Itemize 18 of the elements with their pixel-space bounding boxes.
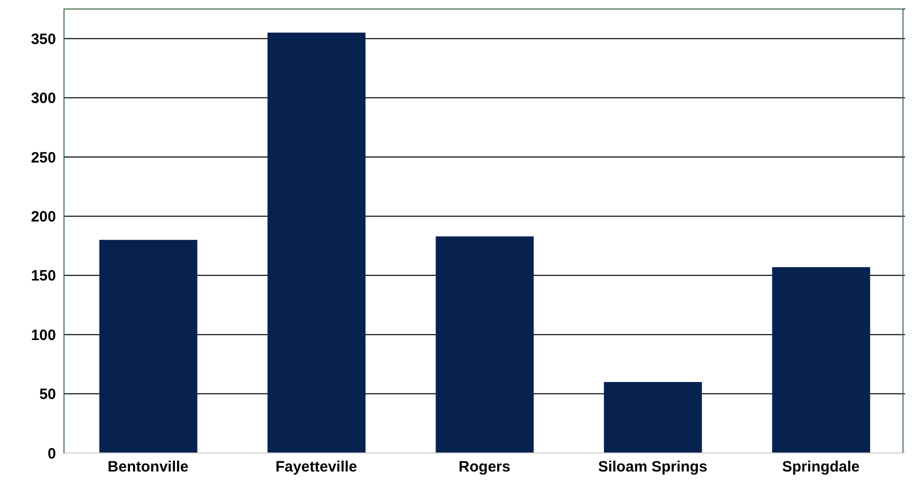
y-tick-label: 150 bbox=[30, 268, 56, 285]
y-tick-label: 300 bbox=[30, 90, 56, 108]
x-tick-label: Rogers bbox=[458, 458, 510, 476]
bar bbox=[268, 32, 366, 453]
x-tick-label: Springdale bbox=[782, 458, 860, 476]
y-tick-label: 50 bbox=[39, 386, 56, 404]
bar bbox=[99, 240, 198, 453]
y-tick-label: 250 bbox=[30, 149, 56, 166]
x-tick-label: Fayetteville bbox=[275, 458, 358, 476]
bar bbox=[772, 267, 870, 453]
y-tick-label: 0 bbox=[48, 445, 56, 462]
x-tick-label: Bentonville bbox=[108, 458, 189, 476]
x-tick-label: Siloam Springs bbox=[598, 458, 708, 476]
bar bbox=[604, 382, 702, 453]
bar bbox=[436, 236, 534, 453]
y-tick-label: 200 bbox=[30, 208, 56, 226]
y-tick-label: 350 bbox=[30, 30, 56, 48]
y-tick-label: 100 bbox=[30, 326, 56, 344]
